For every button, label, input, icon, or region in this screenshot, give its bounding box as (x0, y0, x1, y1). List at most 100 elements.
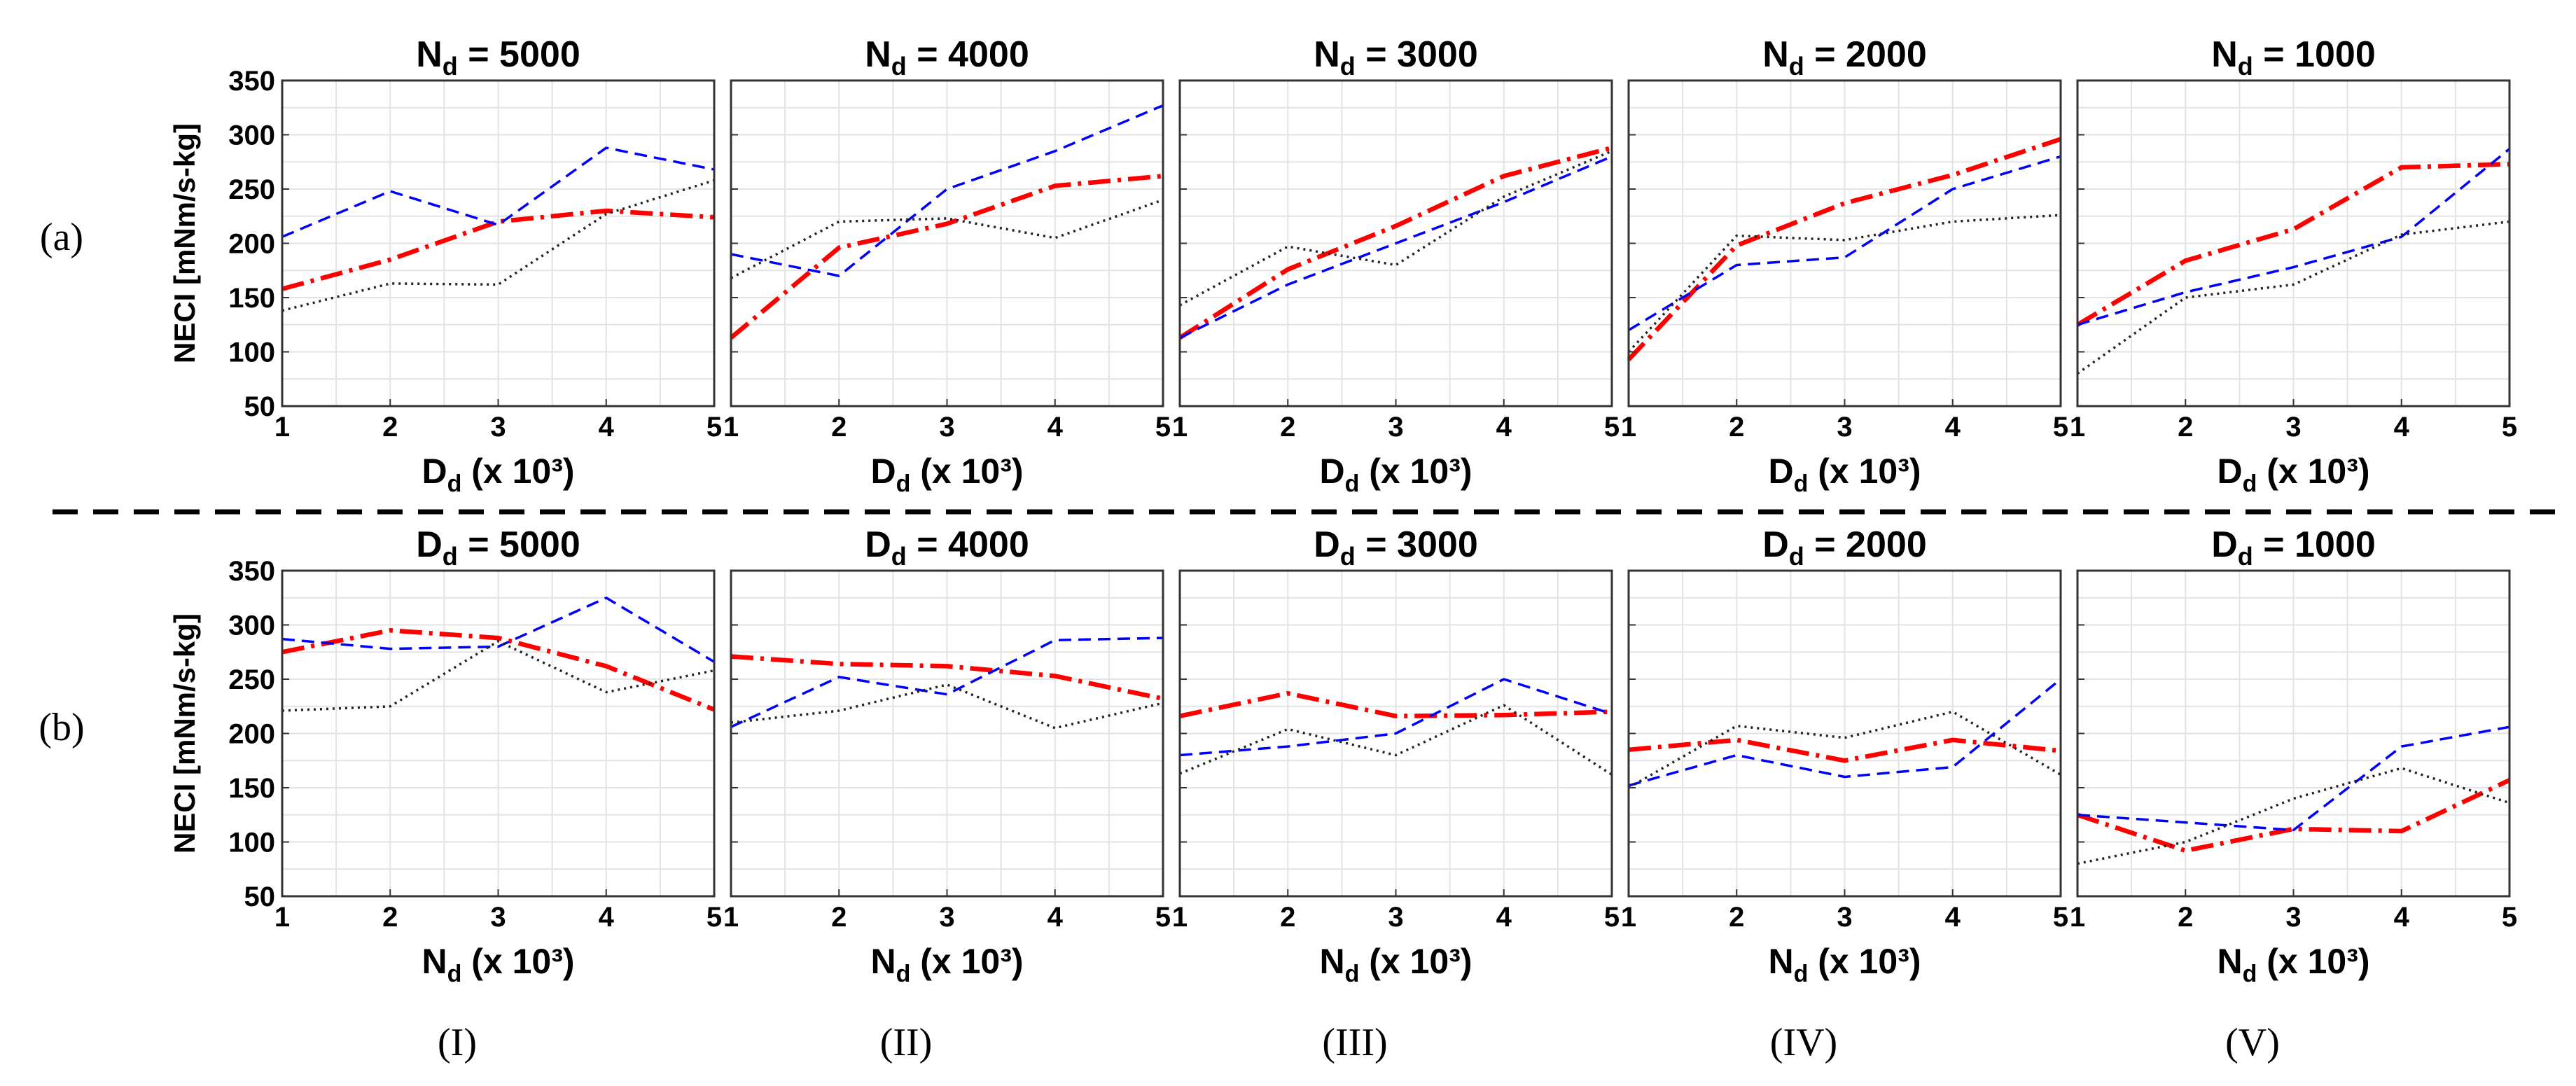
x-tick-label: 2 (2178, 412, 2193, 443)
chart-panel-9: 1 2 3 4 5 Dd = 2000 Nd (x 10³) (1621, 524, 2068, 987)
series-line-blue-dashed (1179, 678, 1613, 757)
series-line-blue-dashed (730, 104, 1164, 277)
x-axis-label: Dd (x 10³) (2217, 452, 2369, 497)
x-tick-label: 4 (599, 902, 615, 933)
chart-title: Dd = 3000 (1314, 524, 1478, 571)
chart-title: Nd = 4000 (865, 34, 1029, 81)
series-line-red-dashdot (2076, 778, 2511, 854)
x-tick-label: 2 (2178, 902, 2193, 933)
x-tick-label: 1 (2070, 902, 2085, 933)
x-tick-label: 3 (939, 412, 954, 443)
x-tick-label: 2 (1729, 902, 1744, 933)
chart-panel-7: 1 2 3 4 5 Dd = 4000 Nd (x 10³) (723, 524, 1171, 987)
x-tick-label: 5 (2502, 412, 2517, 443)
series-line-blue-dashed (281, 597, 715, 663)
x-tick-label: 2 (382, 412, 398, 443)
x-tick-label: 4 (1047, 902, 1064, 933)
x-tick-label: 5 (2502, 902, 2517, 933)
column-label-5: (V) (2225, 1021, 2280, 1064)
y-tick-label: 300 (228, 120, 275, 151)
y-tick-label: 50 (244, 882, 276, 912)
chart-panel-3: 1 2 3 4 5 Nd = 3000 Dd (x 10³) (1172, 34, 1620, 497)
column-label-1: (I) (438, 1021, 477, 1064)
y-tick-label: 200 (228, 229, 275, 260)
series-line-red-dashdot (281, 628, 716, 712)
chart-panel-5: 1 2 3 4 5 Nd = 1000 Dd (x 10³) (2070, 34, 2517, 497)
x-tick-label: 5 (1604, 412, 1620, 443)
series-line-red-dashdot (1178, 145, 1613, 340)
x-tick-label: 1 (274, 902, 290, 933)
series-line-black-dotted (281, 640, 715, 712)
chart-title: Nd = 2000 (1762, 34, 1927, 81)
y-tick-label: 150 (228, 283, 275, 314)
y-tick-label: 150 (228, 773, 275, 804)
x-tick-label: 4 (1047, 412, 1064, 443)
x-tick-label: 1 (723, 412, 739, 443)
y-tick-label: 50 (244, 391, 276, 422)
chart-title: Dd = 2000 (1762, 524, 1927, 571)
y-tick-label: 350 (228, 66, 275, 97)
x-tick-label: 3 (1837, 902, 1852, 933)
x-tick-label: 4 (1945, 902, 1961, 933)
series-line-red-dashdot (730, 654, 1164, 702)
x-tick-label: 4 (2394, 902, 2410, 933)
x-tick-label: 4 (1945, 412, 1961, 443)
x-tick-label: 2 (831, 902, 847, 933)
chart-panel-2: 1 2 3 4 5 Nd = 4000 Dd (x 10³) (723, 34, 1171, 497)
series-line-red-dashdot (729, 174, 1164, 340)
chart-panel-4: 1 2 3 4 5 Nd = 2000 Dd (x 10³) (1621, 34, 2068, 497)
column-label-3: (III) (1322, 1021, 1387, 1064)
x-axis-label: Dd (x 10³) (870, 452, 1023, 497)
x-tick-label: 5 (1155, 902, 1171, 933)
y-axis-label: NECI [mNm/s-kg] (168, 123, 201, 363)
series-line-black-dotted (1179, 150, 1613, 307)
x-axis-label: Nd (x 10³) (1319, 942, 1472, 987)
series-line-black-dotted (1627, 214, 2061, 353)
x-tick-label: 2 (1280, 902, 1295, 933)
chart-panel-8: 1 2 3 4 5 Dd = 3000 Nd (x 10³) (1172, 524, 1620, 987)
chart-title: Dd = 4000 (865, 524, 1029, 571)
x-tick-label: 5 (2053, 412, 2068, 443)
y-axis-label: NECI [mNm/s-kg] (168, 613, 201, 854)
x-tick-label: 5 (706, 902, 722, 933)
series-line-red-dashdot (2076, 162, 2510, 327)
x-axis-label: Dd (x 10³) (422, 452, 574, 497)
series-line-black-dotted (281, 179, 715, 312)
x-tick-label: 1 (1172, 412, 1188, 443)
x-tick-label: 4 (1496, 412, 1512, 443)
series-line-black-dotted (2076, 220, 2510, 375)
x-tick-label: 4 (1496, 902, 1512, 933)
x-tick-label: 2 (831, 412, 847, 443)
x-tick-label: 3 (490, 412, 506, 443)
x-axis-label: Nd (x 10³) (422, 942, 574, 987)
x-axis-label: Dd (x 10³) (1319, 452, 1472, 497)
x-tick-label: 2 (1280, 412, 1295, 443)
series-line-black-dotted (1179, 704, 1613, 776)
x-tick-label: 3 (2285, 412, 2301, 443)
series-line-red-dashdot (281, 208, 715, 291)
x-tick-label: 2 (1729, 412, 1744, 443)
chart-title: Nd = 1000 (2211, 34, 2376, 81)
row-label-a: (a) (40, 216, 83, 259)
x-tick-label: 3 (939, 902, 954, 933)
chart-panel-6: 1 2 3 4 5 50 100 150 200 250 300 350 Dd = 5000 Nd (x … (168, 524, 722, 987)
series-line-blue-dashed (281, 146, 715, 238)
x-tick-label: 2 (382, 902, 398, 933)
x-tick-label: 1 (274, 412, 290, 443)
y-tick-label: 100 (228, 337, 275, 368)
x-axis-label: Nd (x 10³) (870, 942, 1023, 987)
series-line-blue-dashed (730, 636, 1164, 728)
y-tick-label: 250 (228, 174, 275, 205)
y-tick-label: 250 (228, 664, 275, 695)
chart-title: Nd = 5000 (416, 34, 580, 81)
y-tick-label: 100 (228, 828, 275, 858)
series-line-blue-dashed (2077, 725, 2510, 832)
x-tick-label: 4 (599, 412, 615, 443)
x-tick-label: 4 (2394, 412, 2410, 443)
series-line-red-dashdot (1179, 690, 1613, 718)
y-tick-label: 300 (228, 611, 275, 641)
chart-title: Dd = 1000 (2211, 524, 2376, 571)
chart-title: Nd = 3000 (1314, 34, 1478, 81)
